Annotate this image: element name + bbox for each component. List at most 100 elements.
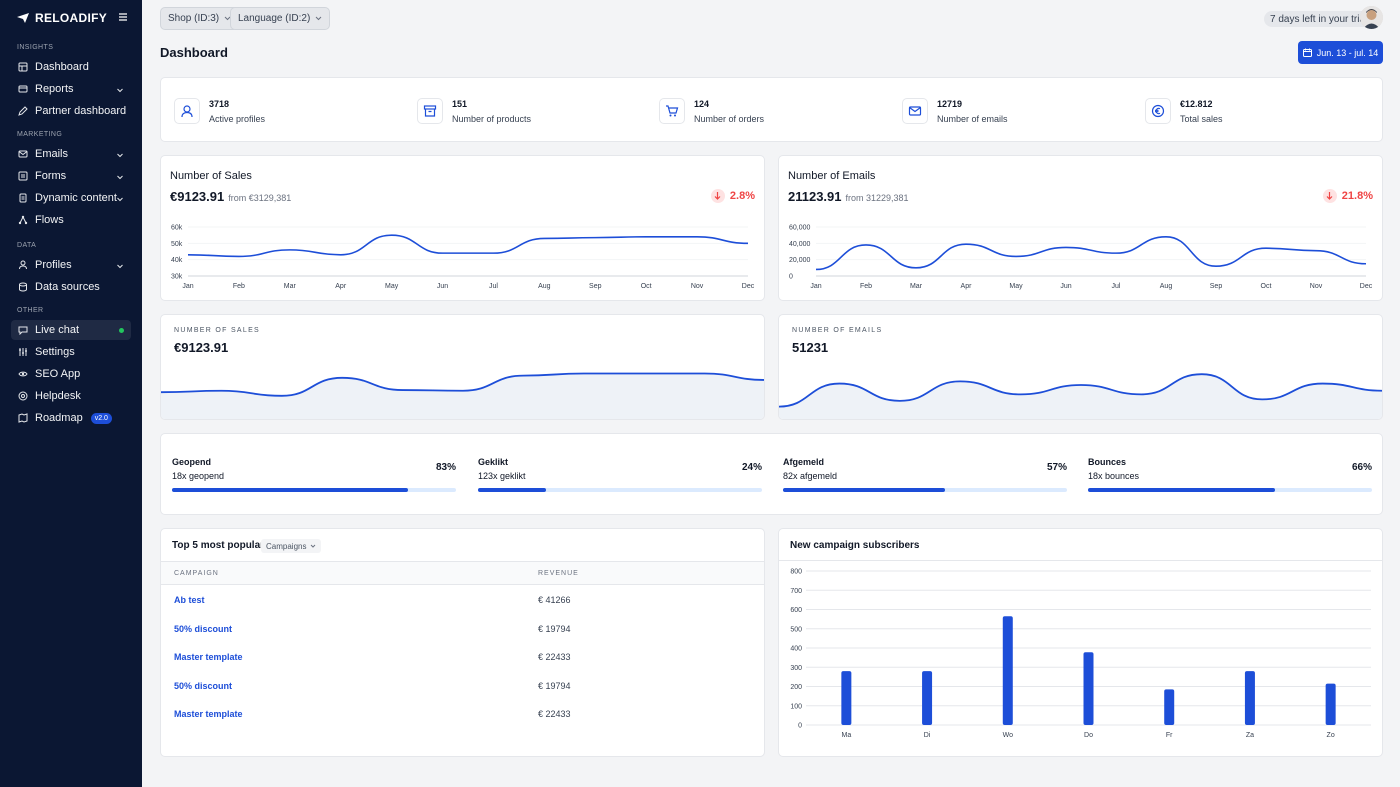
emails-change: 21.8% <box>1341 190 1373 202</box>
campaign-link[interactable]: 50% discount <box>174 680 233 691</box>
series-line <box>187 234 749 258</box>
x-tick-label: Dec <box>742 283 755 290</box>
page-title: Dashboard <box>160 45 228 60</box>
campaign-link[interactable]: Ab test <box>174 595 205 605</box>
flows-icon <box>18 215 28 225</box>
sidebar-item-dashboard[interactable]: Dashboard <box>11 57 131 77</box>
sidebar-item-flows[interactable]: Flows <box>11 210 131 230</box>
x-tick-label: Jul <box>489 283 498 290</box>
progress-title: Bounces <box>1088 457 1127 467</box>
x-tick-label: Mar <box>284 283 297 290</box>
emails-trend: 21.8% <box>1322 189 1373 203</box>
y-tick-label: 700 <box>790 588 802 595</box>
language-select[interactable]: Language (ID:2) <box>230 7 331 30</box>
shop-select-label: Shop (ID:3) <box>168 13 220 24</box>
sidebar-item-roadmap[interactable]: Roadmap v2.0 <box>11 408 131 428</box>
calendar-icon <box>1302 48 1312 57</box>
sidebar-item-label: Data sources <box>35 281 100 293</box>
cart-icon <box>659 98 685 124</box>
section-marketing: MARKETING <box>17 131 63 138</box>
sidebar-item-label: Reports <box>35 83 74 95</box>
x-tick-label: Feb <box>233 283 245 290</box>
progress-sub: 18x geopend <box>172 471 225 481</box>
col-campaign: CAMPAIGN <box>174 570 219 577</box>
sidebar-item-reports[interactable]: Reports <box>11 79 131 99</box>
progress-fill <box>783 488 945 492</box>
database-icon <box>18 282 28 292</box>
brand-name: RELOADIFY <box>35 11 108 25</box>
sidebar-item-label: Roadmap <box>35 412 83 424</box>
table-row: Master template € 22433 <box>161 644 764 672</box>
emails-card-title: Number of Emails <box>788 170 876 182</box>
progress-fill <box>1088 488 1276 492</box>
dashboard-icon <box>18 62 28 72</box>
sidebar-item-forms[interactable]: Forms <box>11 166 131 186</box>
sidebar-item-helpdesk[interactable]: Helpdesk <box>11 386 131 406</box>
campaigns-filter[interactable]: Campaigns <box>261 539 322 553</box>
y-tick-label: 40k <box>171 257 183 264</box>
y-tick-label: 100 <box>790 703 802 710</box>
sidebar-item-label: Dynamic content <box>35 192 117 204</box>
x-tick-label: Jan <box>182 283 193 290</box>
sidebar-item-live-chat[interactable]: Live chat <box>11 320 131 340</box>
stat-value: 124 <box>694 98 710 109</box>
reports-icon <box>18 84 28 94</box>
stat-label: Number of orders <box>694 113 765 124</box>
x-tick-label: Feb <box>860 283 872 290</box>
section-insights: INSIGHTS <box>17 44 54 51</box>
sidebar-item-label: Forms <box>35 170 67 182</box>
subscribers-title: New campaign subscribers <box>790 540 920 551</box>
y-tick-label: 60,000 <box>789 225 811 232</box>
x-tick-label: Aug <box>1160 283 1173 290</box>
shop-select[interactable]: Shop (ID:3) <box>160 7 240 30</box>
campaign-link[interactable]: 50% discount <box>174 623 233 634</box>
mail-icon <box>902 98 928 124</box>
progress-percent: 24% <box>741 462 762 473</box>
version-badge: v2.0 <box>90 412 112 424</box>
progress-title: Afgemeld <box>783 457 825 467</box>
user-photo-icon <box>1360 6 1383 29</box>
sidebar-item-label: SEO App <box>35 368 81 380</box>
series-line <box>779 373 1382 408</box>
x-tick-label: Sep <box>589 283 602 290</box>
campaign-link[interactable]: Master template <box>174 652 243 662</box>
sidebar-item-label: Partner dashboard <box>35 105 127 117</box>
bar <box>1164 689 1175 725</box>
menu-icon[interactable] <box>118 12 128 22</box>
stat-value: 151 <box>452 98 468 109</box>
date-range-button[interactable]: Jun. 13 - jul. 14 <box>1298 41 1383 64</box>
sidebar-item-emails[interactable]: Emails <box>11 144 131 164</box>
sidebar: RELOADIFY INSIGHTS MARKETING DATA OTHER … <box>0 0 142 787</box>
forms-icon <box>18 171 28 181</box>
stat-number-of-emails: 12719 Number of emails <box>902 98 1008 124</box>
x-tick-label: Apr <box>335 283 347 290</box>
sidebar-item-seo-app[interactable]: SEO App <box>11 364 131 384</box>
bar <box>922 671 933 725</box>
sidebar-item-settings[interactable]: Settings <box>11 342 131 362</box>
stat-label: Number of emails <box>937 113 1008 124</box>
sidebar-item-data-sources[interactable]: Data sources <box>11 277 131 297</box>
sidebar-item-dynamic-content[interactable]: Dynamic content <box>11 188 131 208</box>
top5-card: Top 5 most popular Campaigns CAMPAIGN RE… <box>160 528 765 757</box>
chevron-down-icon <box>116 85 124 93</box>
brand[interactable]: RELOADIFY <box>17 11 107 25</box>
subscribers-bar-chart: 800 700 600 500 400 300 200 100 0 Ma Di Wo Do Fr Za Zo <box>790 569 1371 739</box>
avatar[interactable] <box>1360 6 1383 29</box>
pencil-icon <box>18 106 28 116</box>
divider <box>779 560 1382 561</box>
stat-number-of-products: 151 Number of products <box>417 98 531 124</box>
progress-fill <box>478 488 547 492</box>
chevron-down-icon <box>116 150 124 158</box>
stat-total-sales: €12.812 Total sales <box>1145 98 1223 124</box>
eye-icon <box>18 369 28 379</box>
sales-spark-card: NUMBER OF SALES €9123.91 <box>160 314 765 420</box>
campaign-link[interactable]: Master template <box>174 709 243 719</box>
euro-icon <box>1145 98 1171 124</box>
arrow-down-icon <box>1322 189 1337 203</box>
x-tick-label: Do <box>1084 732 1093 739</box>
sidebar-item-profiles[interactable]: Profiles <box>11 255 131 275</box>
y-tick-label: 50k <box>171 241 183 248</box>
sidebar-item-partner-dashboard[interactable]: Partner dashboard <box>11 101 131 121</box>
chevron-down-icon <box>116 172 124 180</box>
x-tick-label: Jun <box>437 283 448 290</box>
